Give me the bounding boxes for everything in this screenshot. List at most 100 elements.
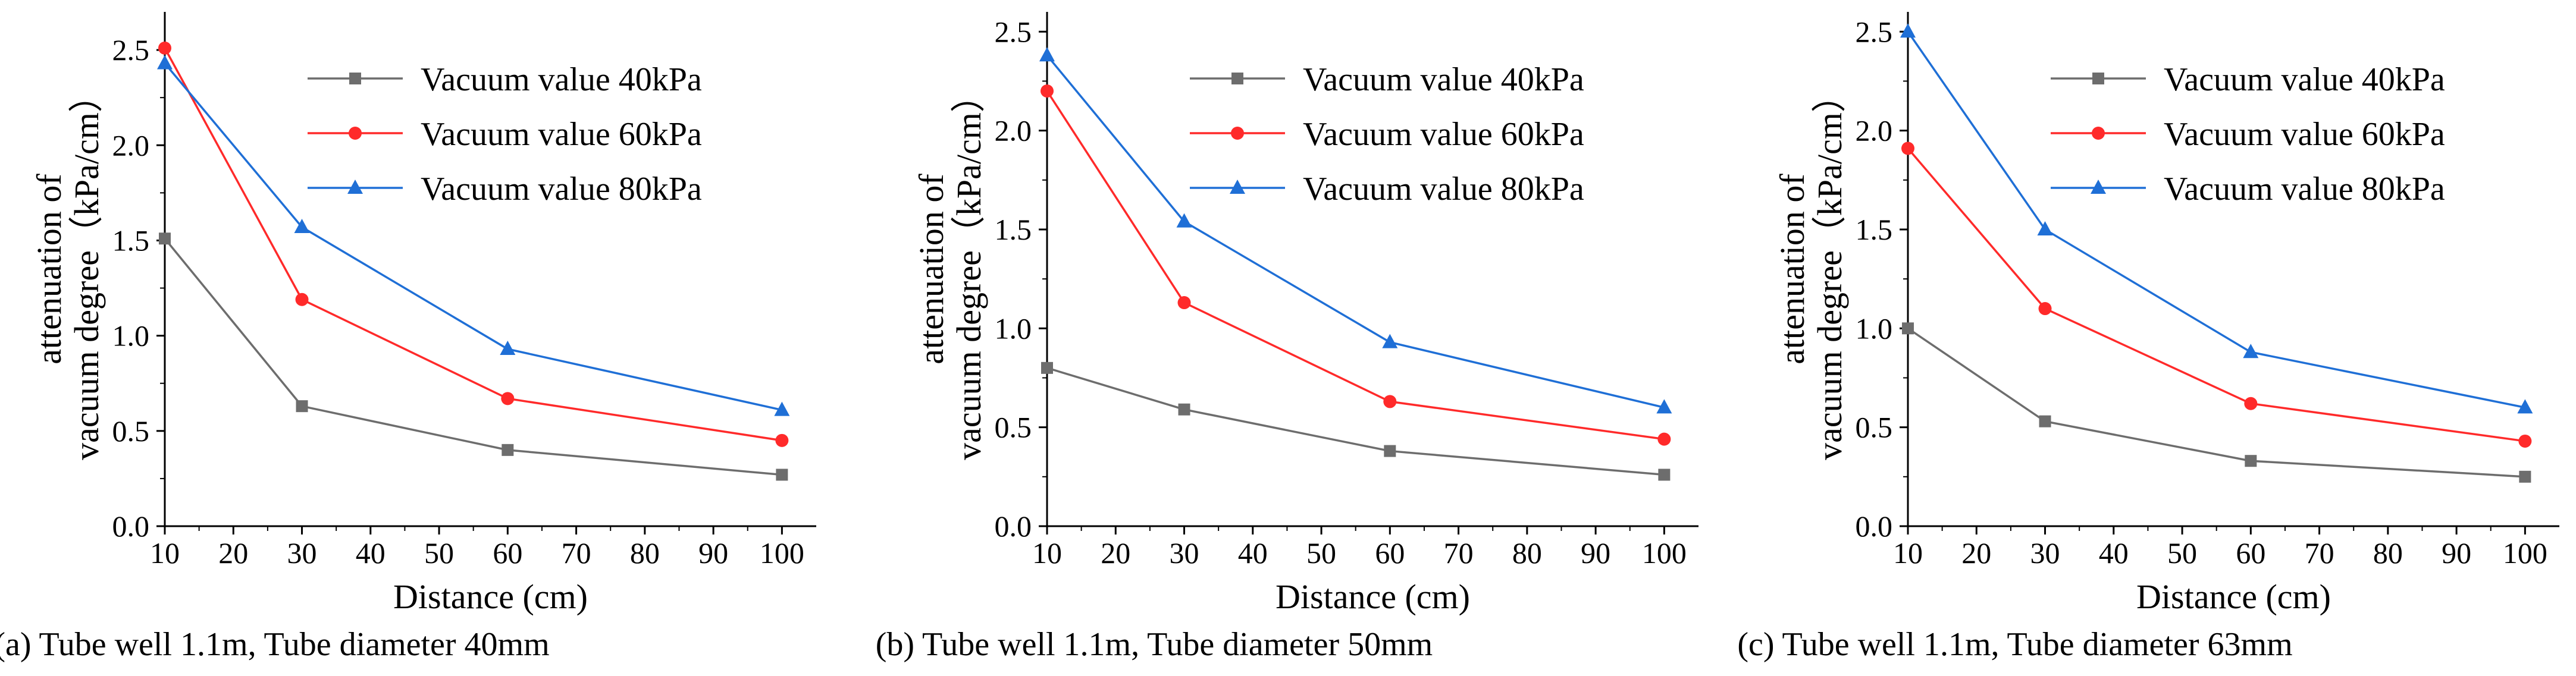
x-tick-label: 20 <box>1101 536 1130 570</box>
x-tick-label: 30 <box>1170 536 1199 570</box>
y-tick-label: 1.0 <box>112 319 150 353</box>
data-point-square <box>1384 445 1396 457</box>
x-tick-label: 80 <box>1512 536 1542 570</box>
series-line-square <box>1907 327 2525 478</box>
y-tick-label: 2.5 <box>1856 15 1893 48</box>
data-point-circle <box>1657 432 1671 446</box>
series-line-square <box>1046 367 1665 476</box>
x-tick-label: 40 <box>1238 536 1268 570</box>
y-axis-title-line1: attenuation of <box>1773 174 1812 364</box>
legend-label: Vacuum value 60kPa <box>1303 116 1584 153</box>
x-tick-label: 20 <box>1961 536 1991 570</box>
data-point-triangle <box>774 401 790 416</box>
x-tick-label: 80 <box>2373 536 2403 570</box>
y-tick-label: 0.0 <box>995 510 1032 543</box>
data-point-circle <box>1383 395 1397 408</box>
legend-label: Vacuum value 60kPa <box>2164 116 2445 153</box>
x-tick-label: 90 <box>698 536 728 570</box>
data-point-triangle <box>1382 334 1398 348</box>
x-tick-label: 50 <box>1306 536 1336 570</box>
x-tick-label: 70 <box>562 536 591 570</box>
y-tick-label: 0.5 <box>112 414 150 448</box>
y-tick-label: 1.0 <box>995 312 1032 345</box>
y-axis-title-line2: vacuum degree（kPa/cm） <box>67 78 106 460</box>
data-point-square <box>2245 455 2257 467</box>
y-tick-label: 0.0 <box>112 510 150 543</box>
data-point-triangle <box>1900 23 1916 38</box>
chart-caption: (b) Tube well 1.1m, Tube diameter 50mm <box>876 626 1433 663</box>
data-point-square <box>502 444 514 456</box>
legend-marker-square <box>2092 73 2104 84</box>
data-point-triangle <box>500 341 516 356</box>
x-tick-label: 40 <box>2099 536 2129 570</box>
legend-marker-triangle <box>1230 180 1245 194</box>
chart-panel-b: 10 20 30 40 50 60 70 80 90 100 0.0 0.5 1.0 1.5 2.0 2.5 D… <box>876 12 1698 663</box>
y-tick-label: 2.0 <box>1856 114 1893 147</box>
data-point-circle <box>1041 84 1054 98</box>
data-point-circle <box>501 392 515 405</box>
data-point-square <box>296 400 308 413</box>
x-tick-label: 10 <box>1893 536 1923 570</box>
data-point-triangle <box>1039 47 1055 62</box>
legend-marker-triangle <box>2091 180 2106 194</box>
x-tick-label: 100 <box>760 536 804 570</box>
x-tick-label: 20 <box>218 536 248 570</box>
x-tick-label: 10 <box>1032 536 1062 570</box>
y-tick-label: 1.5 <box>1856 213 1893 246</box>
y-tick-label: 2.5 <box>995 15 1032 48</box>
legend-label: Vacuum value 60kPa <box>421 116 702 153</box>
x-tick-label: 80 <box>630 536 660 570</box>
data-point-circle <box>775 433 789 447</box>
y-tick-label: 2.0 <box>995 114 1032 147</box>
legend-marker-circle <box>1231 127 1244 140</box>
x-tick-label: 30 <box>2030 536 2060 570</box>
x-tick-label: 50 <box>424 536 454 570</box>
y-tick-label: 0.0 <box>1856 510 1893 543</box>
y-tick-label: 1.5 <box>995 213 1032 246</box>
x-tick-label: 10 <box>150 536 180 570</box>
y-axis-title-line1: attenuation of <box>912 174 951 364</box>
data-point-circle <box>1901 142 1914 155</box>
data-point-circle <box>295 293 309 306</box>
data-point-triangle <box>294 219 310 234</box>
data-point-circle <box>1177 296 1191 310</box>
x-tick-label: 70 <box>2305 536 2334 570</box>
y-tick-label: 0.5 <box>995 411 1032 444</box>
legend-marker-triangle <box>347 180 363 194</box>
x-tick-label: 40 <box>356 536 386 570</box>
data-point-square <box>2519 470 2531 483</box>
data-point-triangle <box>2243 344 2259 359</box>
x-tick-label: 90 <box>1581 536 1610 570</box>
x-tick-label: 60 <box>493 536 522 570</box>
x-axis-title: Distance (cm) <box>1276 577 1470 616</box>
x-tick-label: 70 <box>1444 536 1474 570</box>
legend-label: Vacuum value 40kPa <box>2164 61 2445 98</box>
x-axis-title: Distance (cm) <box>393 577 588 616</box>
chart-panel-c: 10 20 30 40 50 60 70 80 90 100 0.0 0.5 1.0 1.5 2.0 2.5 D… <box>1737 12 2559 663</box>
y-axis-title-line2: vacuum degree（kPa/cm） <box>949 78 988 460</box>
legend-label: Vacuum value 80kPa <box>2164 171 2445 207</box>
series-line-triangle <box>164 62 782 411</box>
data-point-square <box>1658 469 1671 481</box>
x-tick-label: 100 <box>1642 536 1687 570</box>
x-tick-label: 30 <box>287 536 317 570</box>
data-point-square <box>1902 322 1914 335</box>
x-tick-label: 60 <box>2236 536 2265 570</box>
chart-panel-a: 10 20 30 40 50 60 70 80 90 100 0.0 0.5 1.0 1.5 2.0 2.5 D… <box>0 12 816 663</box>
series-line-circle <box>1907 147 2525 442</box>
data-point-square <box>776 469 788 481</box>
data-point-square <box>1041 361 1053 374</box>
y-tick-label: 0.5 <box>1856 411 1893 444</box>
legend-marker-circle <box>349 127 362 140</box>
series-line-triangle <box>1046 55 1665 409</box>
y-axis-title-line2: vacuum degree（kPa/cm） <box>1810 78 1849 460</box>
legend-label: Vacuum value 80kPa <box>1303 171 1584 207</box>
series-line-triangle <box>1907 31 2525 409</box>
data-point-circle <box>158 41 171 55</box>
data-point-circle <box>2244 397 2258 410</box>
x-tick-label: 90 <box>2442 536 2471 570</box>
x-tick-label: 50 <box>2167 536 2197 570</box>
data-point-triangle <box>1176 213 1192 228</box>
data-point-triangle <box>1656 399 1672 414</box>
